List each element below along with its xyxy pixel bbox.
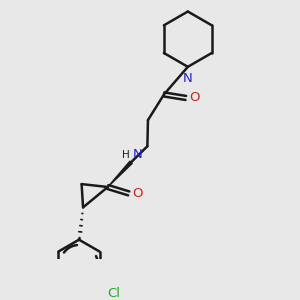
Text: N: N xyxy=(133,148,142,160)
Text: N: N xyxy=(183,72,193,85)
Text: O: O xyxy=(132,187,143,200)
Polygon shape xyxy=(108,161,132,187)
Text: H: H xyxy=(122,150,129,160)
Text: O: O xyxy=(190,92,200,104)
Text: Cl: Cl xyxy=(108,287,121,300)
